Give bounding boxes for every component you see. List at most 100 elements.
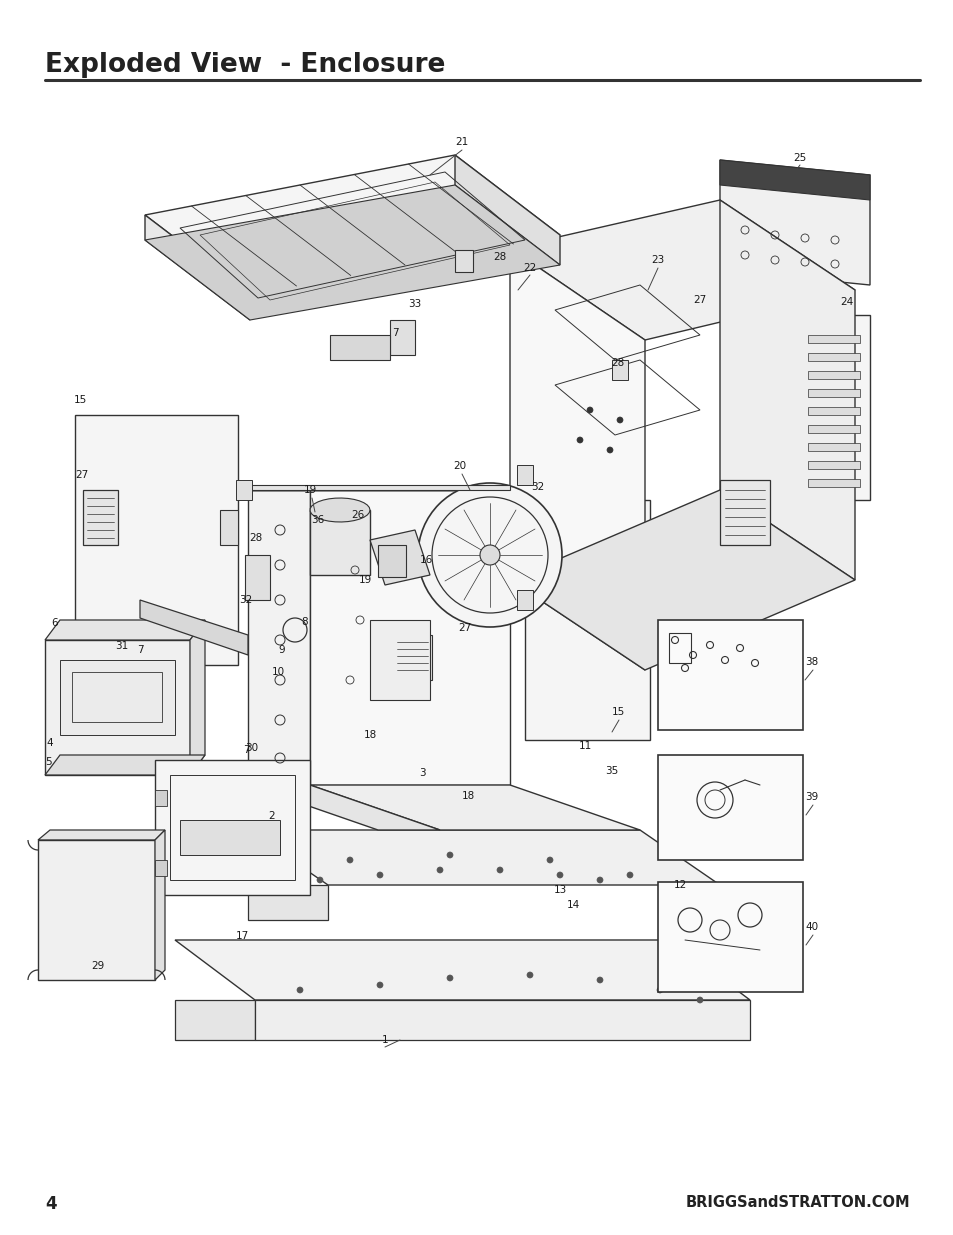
Text: 19: 19 (303, 485, 316, 495)
Text: 7: 7 (136, 645, 143, 655)
Polygon shape (220, 510, 237, 545)
Polygon shape (524, 500, 649, 740)
Polygon shape (720, 480, 769, 545)
Text: 24: 24 (840, 296, 853, 308)
Polygon shape (190, 620, 205, 776)
Polygon shape (45, 620, 205, 640)
Text: 7: 7 (242, 745, 249, 755)
Polygon shape (174, 940, 749, 1000)
Text: 35: 35 (605, 766, 618, 776)
Text: 40: 40 (804, 923, 818, 932)
Text: 15: 15 (611, 706, 624, 718)
Circle shape (447, 974, 453, 981)
Circle shape (597, 877, 602, 883)
Text: 36: 36 (311, 515, 324, 525)
Circle shape (577, 437, 582, 443)
Polygon shape (75, 415, 237, 664)
Circle shape (606, 447, 613, 453)
Polygon shape (310, 498, 370, 522)
Text: Exploded View  - Enclosure: Exploded View - Enclosure (45, 52, 445, 78)
Circle shape (417, 483, 561, 627)
Circle shape (296, 987, 303, 993)
Polygon shape (154, 830, 165, 981)
Circle shape (697, 997, 702, 1003)
Polygon shape (83, 490, 118, 545)
Text: 21: 21 (455, 137, 468, 147)
Polygon shape (145, 185, 559, 320)
Bar (807, 461, 859, 469)
Text: 38: 38 (804, 657, 818, 667)
Text: 33: 33 (408, 299, 421, 309)
Text: 27: 27 (75, 471, 89, 480)
Text: 2: 2 (269, 811, 275, 821)
Bar (612, 359, 627, 380)
Bar (370, 620, 430, 700)
Bar (807, 425, 859, 433)
Bar (455, 249, 473, 272)
Polygon shape (45, 755, 205, 776)
Circle shape (597, 977, 602, 983)
Text: 4: 4 (45, 1195, 56, 1213)
Polygon shape (254, 1000, 749, 1040)
Text: 30: 30 (245, 743, 258, 753)
Polygon shape (510, 200, 854, 340)
Polygon shape (310, 510, 370, 576)
Text: 6: 6 (51, 618, 58, 629)
Circle shape (617, 417, 622, 424)
Polygon shape (800, 315, 869, 500)
Bar (235, 480, 252, 500)
Text: 27: 27 (457, 622, 471, 634)
Text: 14: 14 (566, 900, 579, 910)
Circle shape (447, 852, 453, 858)
Text: 25: 25 (793, 153, 806, 163)
Polygon shape (140, 600, 248, 655)
Text: 9: 9 (278, 645, 285, 655)
Bar (154, 790, 167, 806)
Text: 5: 5 (45, 757, 51, 767)
Polygon shape (145, 156, 559, 295)
Circle shape (347, 857, 353, 863)
Polygon shape (310, 785, 639, 830)
Circle shape (526, 972, 533, 978)
Bar (668, 634, 690, 663)
Bar (807, 389, 859, 396)
Text: 32: 32 (531, 482, 544, 492)
Circle shape (376, 982, 382, 988)
Bar (807, 408, 859, 415)
Polygon shape (455, 156, 559, 266)
Polygon shape (512, 278, 523, 430)
Polygon shape (245, 555, 270, 600)
Text: 32: 32 (239, 595, 253, 605)
Polygon shape (248, 830, 720, 885)
Text: 29: 29 (91, 961, 105, 971)
Bar (807, 479, 859, 487)
Text: 18: 18 (461, 790, 475, 802)
Polygon shape (330, 335, 390, 359)
Text: 8: 8 (301, 618, 308, 627)
Polygon shape (174, 1000, 254, 1040)
Circle shape (557, 872, 562, 878)
Bar (517, 466, 533, 485)
Bar (658, 620, 802, 730)
Polygon shape (392, 635, 432, 680)
Text: 15: 15 (73, 395, 87, 405)
Polygon shape (38, 840, 154, 981)
Polygon shape (310, 490, 510, 785)
Text: 13: 13 (553, 885, 566, 895)
Circle shape (626, 872, 633, 878)
Text: 11: 11 (578, 741, 591, 751)
Text: 1: 1 (381, 1035, 388, 1045)
Bar (377, 545, 406, 577)
Text: 10: 10 (272, 667, 284, 677)
Polygon shape (38, 830, 165, 840)
Polygon shape (45, 640, 190, 776)
Circle shape (497, 867, 502, 873)
Circle shape (436, 867, 442, 873)
Circle shape (316, 877, 323, 883)
Text: BRIGGSandSTRATTON.COM: BRIGGSandSTRATTON.COM (684, 1195, 909, 1210)
Polygon shape (370, 530, 430, 585)
Bar (71, 672, 162, 722)
Text: 26: 26 (351, 510, 364, 520)
Bar (807, 370, 859, 379)
Circle shape (479, 545, 499, 564)
